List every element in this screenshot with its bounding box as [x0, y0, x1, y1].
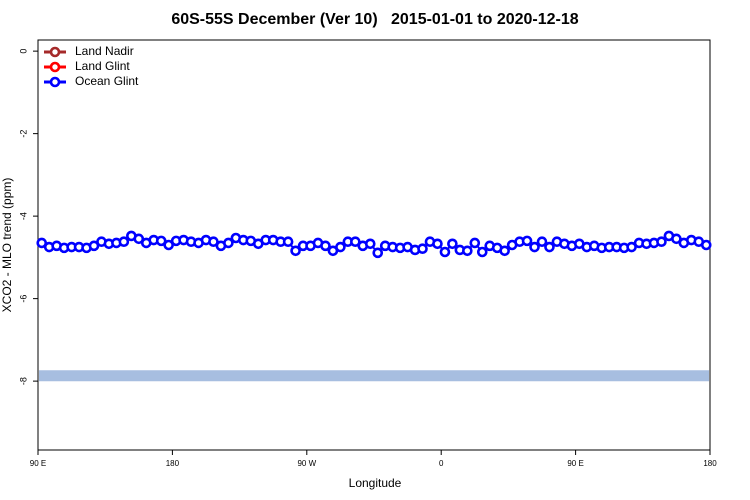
x-tick-label: 90 W	[297, 459, 316, 468]
data-point	[335, 241, 346, 253]
data-point	[447, 238, 458, 250]
legend-label: Ocean Glint	[75, 74, 139, 88]
data-point	[700, 239, 712, 251]
data-point	[439, 246, 451, 258]
data-point	[469, 237, 481, 249]
y-tick-label: -8	[18, 377, 28, 385]
data-point	[320, 240, 331, 252]
legend-swatch-marker	[49, 46, 61, 58]
data-point	[163, 239, 174, 251]
x-tick-label: 90 E	[567, 459, 583, 468]
y-tick-label: -6	[18, 295, 28, 303]
legend-swatch-marker	[49, 76, 61, 88]
data-point	[364, 238, 376, 250]
data-point	[290, 245, 301, 257]
data-point	[223, 237, 234, 249]
y-tick-label: -2	[18, 130, 28, 138]
data-point	[350, 236, 361, 248]
data-point	[536, 236, 548, 248]
data-point	[656, 236, 667, 248]
y-tick-label: -4	[18, 212, 28, 220]
data-point	[133, 233, 145, 245]
legend-label: Land Nadir	[75, 44, 134, 58]
data-point	[118, 236, 130, 248]
chart-title: 60S-55S December (Ver 10) 2015-01-01 to …	[171, 11, 578, 28]
data-point	[626, 241, 637, 253]
x-tick-label: 180	[166, 459, 180, 468]
data-point	[521, 235, 533, 247]
data-point	[155, 235, 167, 247]
x-axis-title: Longitude	[349, 476, 402, 490]
legend-label: Land Glint	[75, 59, 130, 73]
data-point	[36, 237, 48, 249]
x-tick-label: 180	[703, 459, 717, 468]
data-point	[529, 241, 540, 253]
data-point	[499, 245, 510, 257]
data-point	[417, 243, 428, 255]
data-point	[476, 246, 488, 258]
x-tick-label: 90 E	[30, 459, 46, 468]
data-point	[372, 247, 384, 259]
data-point	[544, 241, 555, 253]
data-point	[432, 238, 443, 250]
data-point	[208, 236, 219, 248]
data-point	[282, 236, 294, 248]
y-tick-label: 0	[18, 49, 28, 54]
y-axis-title: XCO2 - MLO trend (ppm)	[0, 178, 14, 313]
x-tick-label: 0	[439, 459, 444, 468]
data-point	[462, 245, 473, 257]
data-point	[671, 233, 682, 245]
legend-swatch-marker	[49, 61, 61, 73]
data-point	[88, 240, 100, 252]
